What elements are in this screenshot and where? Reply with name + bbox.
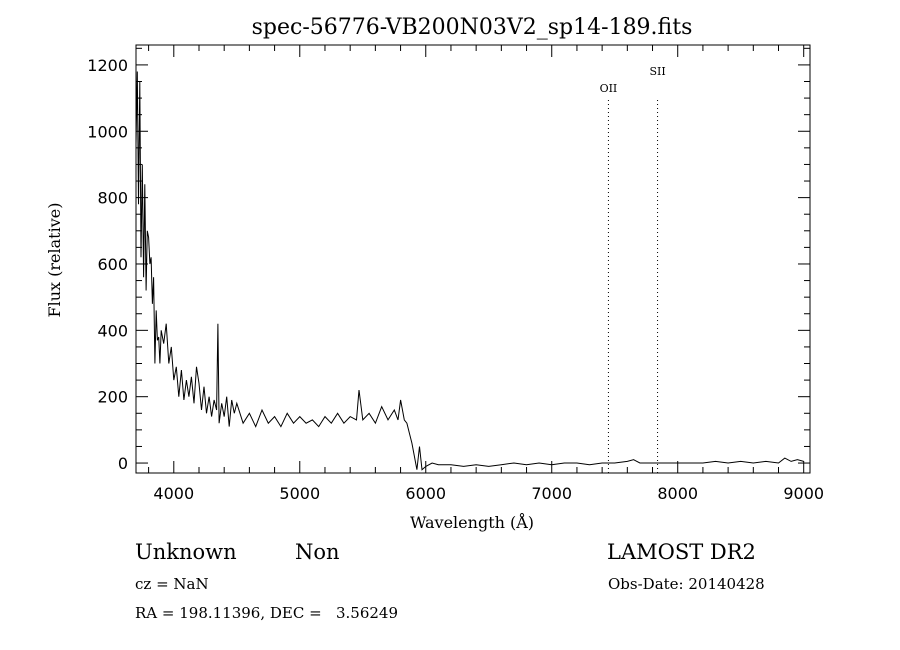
- y-tick-label: 1200: [87, 56, 128, 75]
- spectrum-line: [135, 71, 804, 471]
- redshift-value: cz = NaN: [135, 575, 209, 593]
- line-marker-label-oii: OII: [600, 82, 618, 95]
- chart-title: spec-56776-VB200N03V2_sp14-189.fits: [252, 15, 693, 40]
- y-tick-label: 600: [97, 255, 128, 274]
- x-tick-label: 4000: [153, 484, 194, 503]
- y-tick-label: 1000: [87, 122, 128, 141]
- x-tick-label: 9000: [783, 484, 824, 503]
- x-tick-label: 5000: [279, 484, 320, 503]
- survey-name: LAMOST DR2: [607, 540, 756, 564]
- line-markers: OII SII: [600, 65, 666, 473]
- y-axis-label: Flux (relative): [45, 203, 64, 318]
- object-subclass: Non: [295, 540, 340, 564]
- observation-date: Obs-Date: 20140428: [608, 575, 765, 593]
- object-class: Unknown: [135, 540, 237, 564]
- line-marker-label-sii: SII: [649, 65, 665, 78]
- x-axis-label: Wavelength (Å): [410, 512, 534, 532]
- x-tick-label: 6000: [405, 484, 446, 503]
- coordinates: RA = 198.11396, DEC = 3.56249: [135, 604, 399, 622]
- y-tick-label: 200: [97, 388, 128, 407]
- x-tick-label: 7000: [531, 484, 572, 503]
- axis-ticks: 4000 5000 6000 7000 8000 9000 0 200 400 600 800 100…: [87, 45, 824, 503]
- y-tick-label: 0: [118, 454, 128, 473]
- y-tick-label: 400: [97, 321, 128, 340]
- x-tick-label: 8000: [657, 484, 698, 503]
- plot-frame: [135, 44, 811, 474]
- y-tick-label: 800: [97, 189, 128, 208]
